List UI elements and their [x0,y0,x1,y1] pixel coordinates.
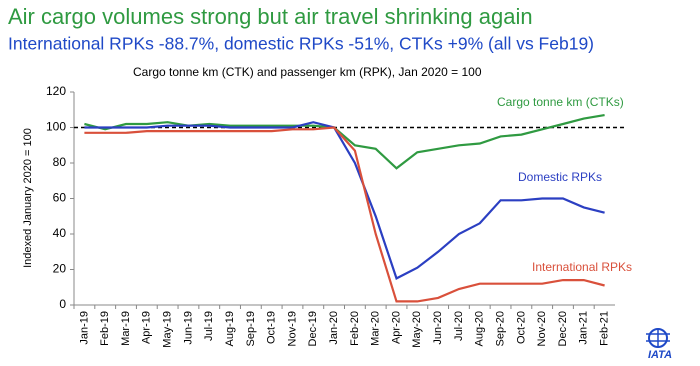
series-line [84,126,605,303]
x-tick-label: Sep-20 [494,311,506,346]
y-tick-label: 100 [46,120,66,134]
x-tick-label: Oct-20 [515,311,527,344]
x-tick-label: Jan-19 [78,311,90,345]
x-tick-label: Mar-20 [370,311,382,346]
y-tick-label: 0 [59,297,66,311]
y-tick-label: 40 [53,226,67,240]
y-tick-label: 20 [53,262,67,276]
x-tick-label: May-20 [411,311,423,348]
series-label: International RPKs [532,260,632,274]
logo-globe-lines [646,329,670,347]
x-tick-label: Jul-19 [203,311,215,341]
x-tick-label: May-19 [162,311,174,348]
x-tick-label: Jun-19 [182,311,194,345]
series-line [84,114,605,170]
x-tick-label: Feb-19 [99,311,111,346]
series-line [84,121,605,280]
y-tick-label: 120 [46,84,66,98]
series-label: Cargo tonne km (CTKs) [497,95,624,109]
x-tick-label: Apr-20 [390,311,402,344]
x-tick-label: Feb-21 [599,311,611,346]
x-tick-label: Sep-19 [245,311,257,346]
chart-title: Cargo tonne km (CTK) and passenger km (R… [133,65,482,79]
x-tick-label: Jan-20 [328,311,340,345]
y-axis-label: Indexed January 2020 = 100 [22,128,34,268]
x-tick-label: Jul-20 [453,311,465,341]
x-tick-label: Oct-19 [266,311,278,344]
y-tick-label: 80 [53,155,67,169]
x-tick-label: Apr-19 [141,311,153,344]
y-tick-label: 60 [53,191,67,205]
logo: IATA [646,328,672,361]
x-tick-label: Nov-20 [536,311,548,346]
series-label: Domestic RPKs [518,170,602,184]
x-tick-label: Jan-21 [578,311,590,345]
x-tick-label: Mar-19 [120,311,132,346]
x-tick-label: Aug-20 [474,311,486,346]
x-tick-label: Dec-19 [307,311,319,346]
x-tick-label: Jun-20 [432,311,444,345]
x-tick-label: Feb-20 [349,311,361,346]
x-tick-label: Dec-20 [557,311,569,346]
subtitle: International RPKs -88.7%, domestic RPKs… [8,34,594,54]
logo-text: IATA [648,349,672,361]
title: Air cargo volumes strong but air travel … [8,4,533,29]
x-tick-label: Nov-19 [286,311,298,346]
x-tick-label: Aug-19 [224,311,236,346]
